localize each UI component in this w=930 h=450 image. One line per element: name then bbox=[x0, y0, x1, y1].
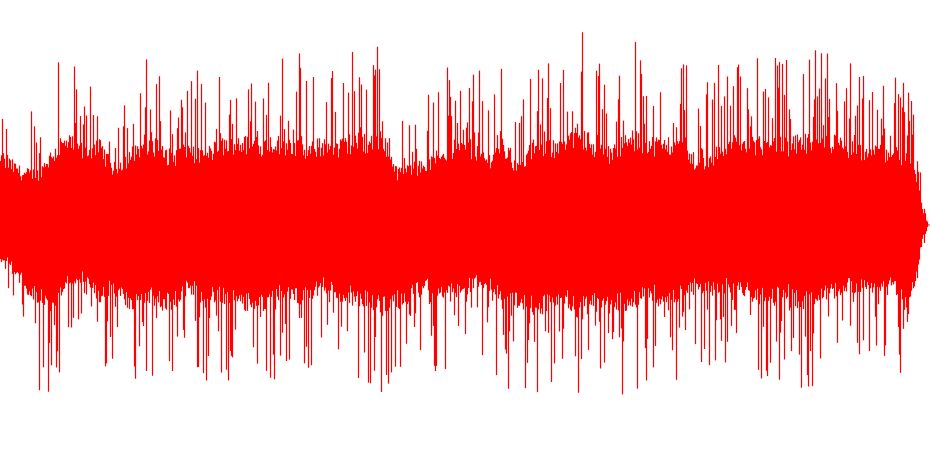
waveform-samples bbox=[0, 32, 930, 395]
